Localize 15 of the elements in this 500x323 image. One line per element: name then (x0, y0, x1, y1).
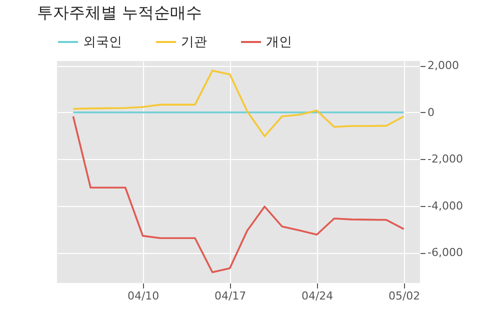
x-tick-label: 05/02 (388, 290, 420, 302)
y-tick-label: 0 (428, 106, 434, 119)
y-tick-label: -4,000 (428, 199, 463, 212)
y-tick-label: -6,000 (428, 246, 463, 260)
legend-label: 외국인 (83, 35, 122, 50)
x-tick-label: 04/10 (127, 290, 160, 302)
chart-title: 투자주체별 누적순매수 (37, 3, 202, 22)
line-series (72, 115, 405, 274)
y-tick-label: 2,000 (428, 59, 459, 72)
x-tick-label: 04/17 (214, 290, 246, 302)
line-series (72, 70, 405, 138)
y-tick-label: -2,000 (428, 152, 463, 166)
legend-label: 기관 (181, 35, 207, 50)
legend-label: 개인 (266, 35, 292, 50)
x-tick-label: 04/24 (301, 290, 334, 302)
